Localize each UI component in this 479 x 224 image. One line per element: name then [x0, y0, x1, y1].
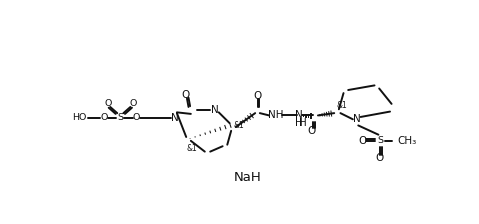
Text: N: N: [211, 105, 219, 115]
Text: O: O: [133, 113, 140, 122]
Text: &1: &1: [234, 121, 244, 130]
Text: O: O: [104, 99, 112, 108]
Text: N: N: [171, 113, 179, 123]
Text: &1: &1: [186, 144, 197, 153]
Text: N: N: [295, 110, 302, 121]
Text: S: S: [117, 113, 123, 122]
Text: N: N: [353, 114, 361, 124]
Text: O: O: [101, 113, 108, 122]
Text: O: O: [129, 99, 137, 108]
Text: S: S: [377, 136, 383, 145]
Text: NaH: NaH: [234, 171, 262, 184]
Text: H: H: [295, 118, 302, 128]
Text: O: O: [181, 90, 190, 100]
Text: O: O: [308, 126, 316, 136]
Text: HO: HO: [72, 113, 86, 122]
Text: O: O: [376, 153, 384, 163]
Text: H: H: [298, 118, 307, 128]
Text: O: O: [359, 136, 367, 146]
Text: O: O: [253, 91, 262, 101]
Text: &1: &1: [337, 101, 347, 110]
Text: NH: NH: [268, 110, 283, 121]
Text: CH₃: CH₃: [397, 136, 416, 146]
